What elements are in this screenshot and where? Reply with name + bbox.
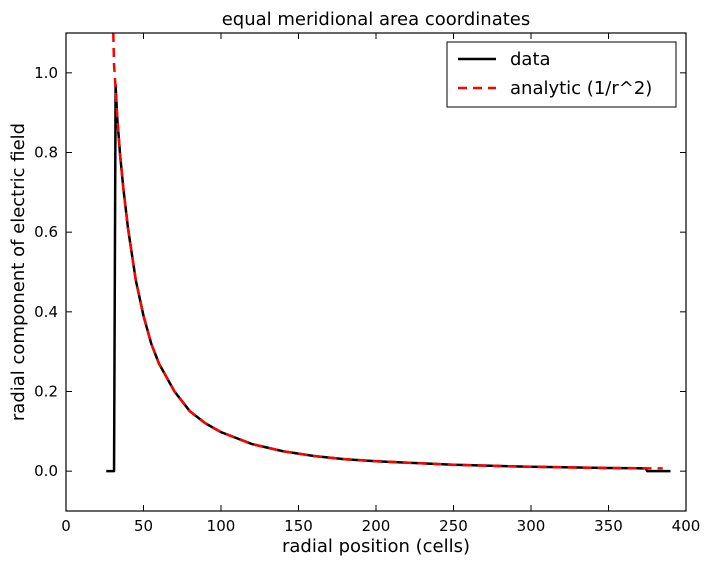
y-tick-label: 1.0 (34, 64, 58, 82)
y-tick-label: 0.8 (34, 144, 58, 162)
y-tick-label: 0.0 (34, 462, 58, 480)
x-tick-label: 400 (672, 517, 701, 535)
legend-label-analytic: analytic (1/r^2) (510, 78, 652, 99)
legend: data analytic (1/r^2) (446, 41, 677, 108)
x-axis-label: radial position (cells) (282, 536, 470, 557)
x-tick-label: 0 (61, 517, 71, 535)
x-tick-label: 150 (284, 517, 313, 535)
y-axis-label: radial component of electric field (8, 123, 29, 421)
x-tick-label: 250 (439, 517, 468, 535)
x-tick-label: 200 (362, 517, 391, 535)
y-tick-label: 0.6 (34, 223, 58, 241)
x-tick-label: 50 (134, 517, 153, 535)
legend-label-data: data (510, 49, 551, 70)
chart-title: equal meridional area coordinates (222, 9, 531, 30)
y-tick-label: 0.2 (34, 383, 58, 401)
x-tick-label: 300 (517, 517, 546, 535)
x-tick-label: 350 (594, 517, 623, 535)
x-tick-label: 100 (207, 517, 236, 535)
y-tick-label: 0.4 (34, 303, 58, 321)
legend-box (446, 41, 677, 108)
